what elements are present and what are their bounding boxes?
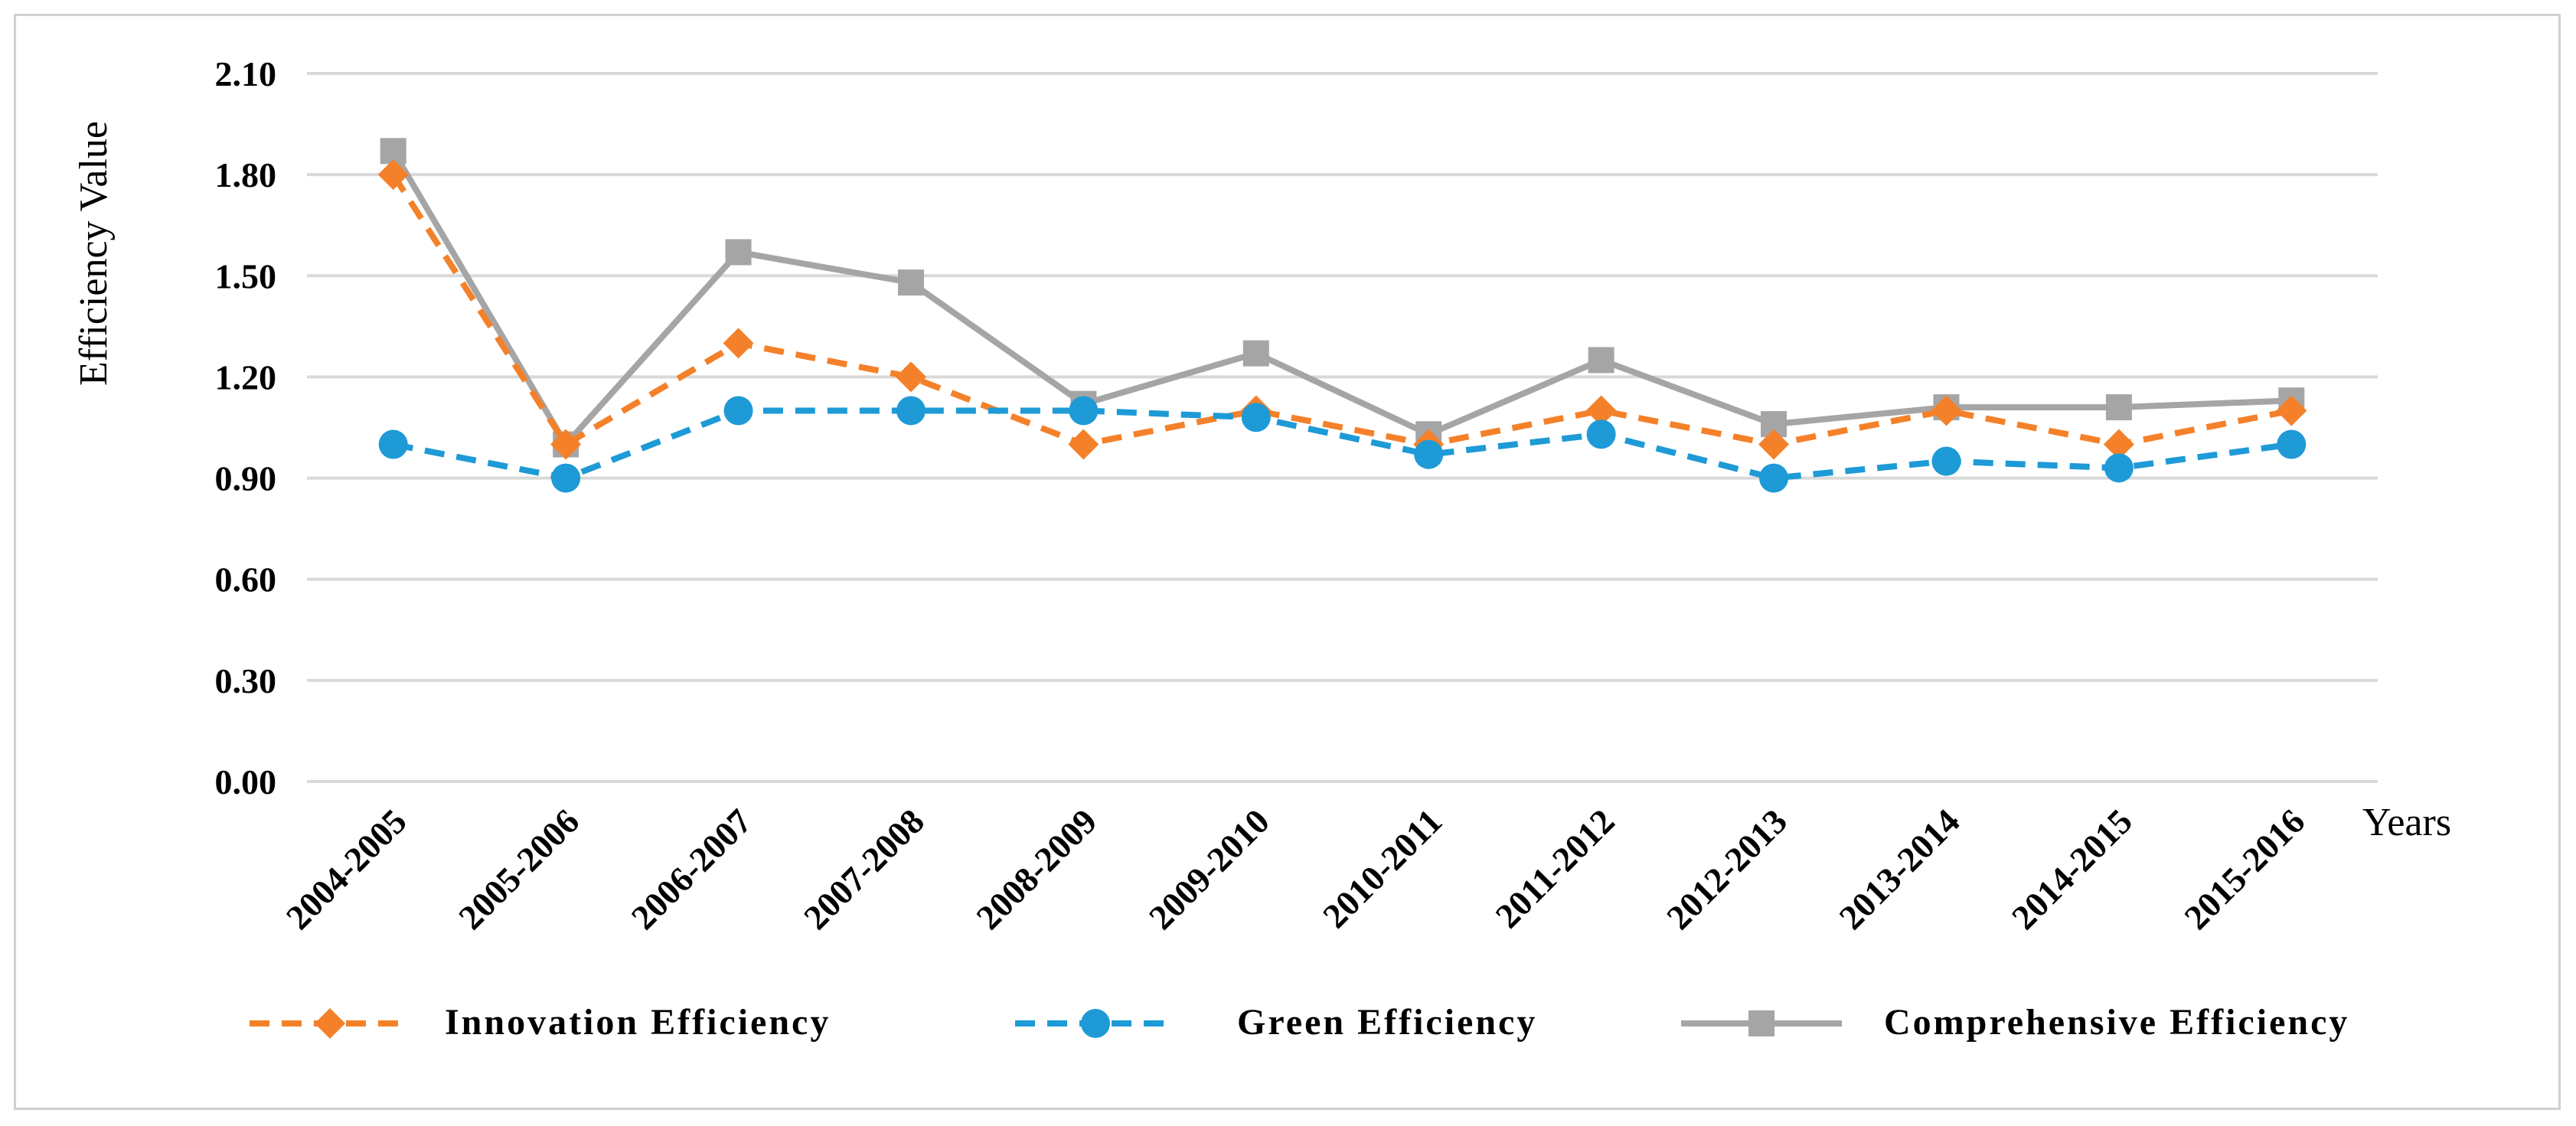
data-point-square bbox=[725, 239, 752, 266]
legend-item: Green Efficiency bbox=[1015, 1002, 1537, 1043]
data-point-diamond bbox=[377, 159, 409, 191]
data-point-square bbox=[1748, 1010, 1774, 1036]
x-axis-title: Years bbox=[2362, 801, 2451, 844]
y-tick-label: 0.60 bbox=[215, 560, 277, 599]
y-axis-ticks: 0.00 0.30 0.60 0.90 1.20 1.50 1.80 2.10 bbox=[215, 54, 277, 801]
data-point-diamond bbox=[315, 1008, 345, 1039]
x-axis-ticks: 2004-2005 2005-2006 2006-2007 2007-2008 2008… bbox=[279, 801, 2313, 937]
data-point-circle bbox=[1241, 403, 1271, 432]
data-point-circle bbox=[1069, 396, 1099, 426]
y-tick-label: 0.90 bbox=[215, 459, 277, 498]
chart-frame: 0.00 0.30 0.60 0.90 1.20 1.50 1.80 2.10 2004-20… bbox=[14, 14, 2561, 1110]
y-tick-label: 0.30 bbox=[215, 661, 277, 700]
y-tick-label: 1.80 bbox=[215, 155, 277, 194]
y-tick-label: 1.50 bbox=[215, 256, 277, 295]
y-axis-title: Efficiency Value bbox=[72, 121, 116, 386]
y-tick-label: 1.20 bbox=[215, 357, 277, 397]
data-point-diamond bbox=[2276, 395, 2307, 426]
x-tick-label: 2007-2008 bbox=[796, 801, 932, 937]
x-tick-label: 2005-2006 bbox=[451, 801, 586, 937]
data-point-circle bbox=[1081, 1009, 1110, 1038]
y-tick-label: 0.00 bbox=[215, 762, 277, 801]
series-line bbox=[392, 407, 2292, 481]
data-point-diamond bbox=[2103, 429, 2134, 460]
x-tick-label: 2015-2016 bbox=[2176, 801, 2312, 937]
y-tick-label: 2.10 bbox=[215, 54, 277, 93]
data-point-diamond bbox=[550, 429, 582, 460]
legend-label: Innovation Efficiency bbox=[445, 1002, 831, 1043]
data-point-circle bbox=[551, 463, 581, 493]
series-group bbox=[377, 138, 2307, 493]
series-green-efficiency bbox=[378, 396, 2307, 493]
x-tick-label: 2014-2015 bbox=[2004, 801, 2140, 937]
legend-label: Comprehensive Efficiency bbox=[1884, 1002, 2349, 1043]
data-point-circle bbox=[1931, 446, 1961, 476]
line-chart: 0.00 0.30 0.60 0.90 1.20 1.50 1.80 2.10 2004-20… bbox=[72, 54, 2451, 1043]
grid-lines bbox=[307, 72, 2378, 783]
data-point-diamond bbox=[1758, 429, 1790, 460]
data-point-diamond bbox=[1931, 395, 1962, 426]
data-point-circle bbox=[896, 396, 926, 426]
data-point-diamond bbox=[895, 361, 926, 393]
x-tick-label: 2008-2009 bbox=[968, 801, 1104, 937]
x-tick-label: 2013-2014 bbox=[1832, 801, 1967, 937]
data-point-diamond bbox=[1585, 395, 1617, 426]
data-point-circle bbox=[2277, 429, 2307, 459]
x-tick-label: 2009-2010 bbox=[1141, 801, 1277, 937]
x-tick-label: 2004-2005 bbox=[279, 801, 414, 937]
legend: Innovation Efficiency Green Efficiency Com… bbox=[250, 1002, 2349, 1043]
legend-item: Comprehensive Efficiency bbox=[1681, 1002, 2349, 1043]
x-tick-label: 2012-2013 bbox=[1659, 801, 1794, 937]
series-line bbox=[390, 172, 2293, 448]
legend-label: Green Efficiency bbox=[1237, 1002, 1537, 1043]
data-point-diamond bbox=[723, 328, 754, 359]
series-line bbox=[390, 149, 2292, 448]
data-point-square bbox=[897, 269, 924, 296]
x-tick-label: 2011-2012 bbox=[1487, 801, 1621, 935]
x-tick-label: 2010-2011 bbox=[1315, 801, 1449, 935]
data-point-square bbox=[2105, 394, 2132, 421]
legend-item: Innovation Efficiency bbox=[250, 1002, 831, 1043]
data-point-circle bbox=[723, 396, 753, 426]
data-point-circle bbox=[378, 429, 408, 459]
data-point-diamond bbox=[1068, 429, 1099, 460]
series-innovation-efficiency bbox=[377, 159, 2307, 460]
x-tick-label: 2006-2007 bbox=[624, 801, 759, 937]
series-comprehensive-efficiency bbox=[380, 138, 2305, 458]
data-point-square bbox=[1242, 340, 1269, 367]
data-point-circle bbox=[1586, 419, 1616, 449]
data-point-circle bbox=[1414, 439, 1444, 469]
data-point-square bbox=[1588, 347, 1614, 374]
data-point-circle bbox=[2104, 453, 2134, 483]
data-point-circle bbox=[1759, 463, 1789, 493]
